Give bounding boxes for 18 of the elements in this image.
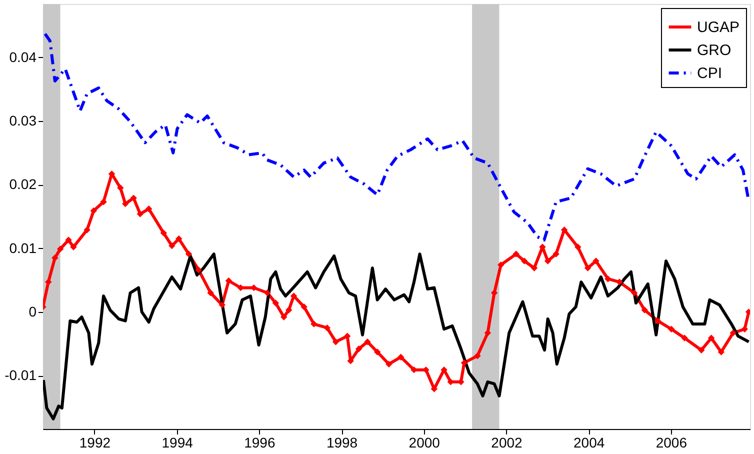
line-series: [44, 32, 750, 242]
x-tick-label: 2004: [574, 434, 605, 450]
y-tick-label: 0.04: [9, 48, 37, 65]
y-tick-label: -0.01: [4, 367, 37, 384]
y-tick-label: 0.02: [9, 176, 37, 192]
x-tick-label: 2002: [491, 434, 523, 450]
x-tick-label: 1994: [162, 434, 194, 450]
x-tick-label: 2006: [656, 434, 688, 450]
x-tick-label: 1992: [79, 434, 111, 450]
legend-label: CPI: [697, 65, 722, 82]
y-tick-label: 0.03: [9, 112, 37, 129]
x-tick-label: 2000: [408, 434, 440, 450]
x-tick-label: 1996: [244, 434, 276, 450]
y-tick-label: 0.01: [9, 240, 37, 256]
legend-label: GRO: [697, 42, 732, 59]
legend-label: UGAP: [697, 19, 740, 36]
y-tick-label: 0: [28, 303, 37, 320]
x-tick-label: 1998: [326, 434, 358, 450]
